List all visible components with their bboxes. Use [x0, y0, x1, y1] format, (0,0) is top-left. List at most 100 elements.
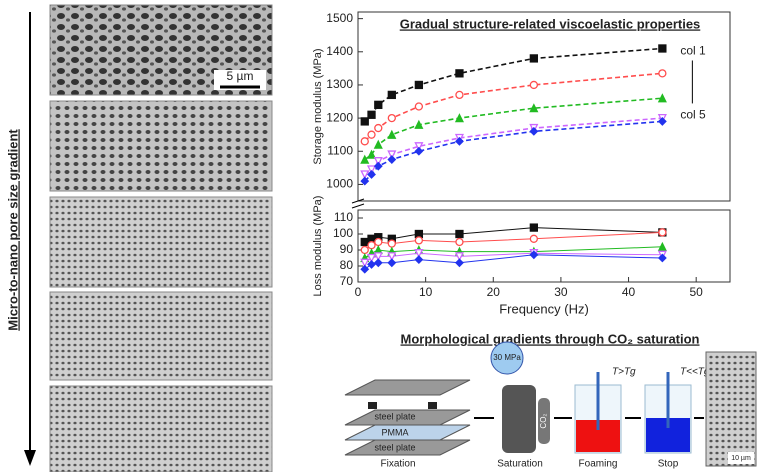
point [375, 141, 382, 148]
series-line [365, 73, 663, 141]
plot-frame [358, 12, 730, 201]
point [659, 95, 666, 102]
micrograph [50, 292, 272, 380]
step-label: Stop [658, 459, 679, 470]
point [388, 240, 395, 247]
y-tick-label: 1300 [326, 77, 353, 91]
x-tick-label: 30 [554, 285, 568, 299]
y-tick-label: 110 [334, 210, 353, 224]
y-axis-label: Loss modulus (MPa) [312, 196, 324, 297]
point [659, 243, 666, 250]
x-tick-label: 20 [487, 285, 501, 299]
micrographs: 5 µm [50, 5, 272, 472]
point [415, 103, 422, 110]
point [361, 138, 368, 145]
point [415, 121, 422, 128]
point [530, 105, 537, 112]
plate [345, 380, 470, 395]
micrograph [50, 101, 272, 191]
y-tick-label: 1100 [327, 143, 353, 157]
y-tick-label: 80 [340, 258, 354, 272]
point [456, 239, 463, 246]
point [388, 115, 395, 122]
y-tick-label: 1400 [326, 44, 353, 58]
figure: 5 µm Micro-to-nano pore size gradient 10… [0, 0, 760, 472]
point [415, 237, 422, 244]
y-tick-label: 70 [340, 274, 354, 288]
y-tick-label: 100 [333, 226, 353, 240]
arrow-head [24, 450, 36, 466]
annotation: col 1 [680, 44, 706, 58]
point [456, 91, 463, 98]
series-line [365, 247, 663, 258]
x-tick-label: 0 [355, 285, 362, 299]
point [368, 242, 375, 249]
point [361, 247, 368, 254]
x-tick-label: 50 [690, 285, 704, 299]
x-tick-label: 40 [622, 285, 636, 299]
step-label: Saturation [497, 459, 543, 470]
point [456, 70, 463, 77]
point [659, 45, 666, 52]
sample-label: PMMA [382, 427, 409, 437]
point [361, 239, 368, 246]
y-tick-label: 1200 [326, 110, 353, 124]
process-title: Morphological gradients through CO₂ satu… [401, 331, 700, 346]
point [361, 266, 368, 273]
micrograph [50, 197, 272, 287]
point [456, 115, 463, 122]
point [415, 256, 422, 263]
bolt [368, 402, 377, 409]
foam-temp: T>Tg [612, 367, 636, 378]
point [530, 81, 537, 88]
point [368, 131, 375, 138]
step-label: Foaming [579, 459, 618, 470]
series-line [365, 98, 663, 159]
gas-label: CO₂ [539, 413, 548, 428]
point [530, 224, 537, 231]
scale-label: 5 µm [227, 69, 254, 83]
point [659, 255, 666, 262]
point [368, 111, 375, 118]
plate-label: steel plate [374, 411, 415, 421]
foam-image [706, 352, 756, 466]
process: Morphological gradients through CO₂ satu… [345, 331, 756, 469]
series-line [365, 118, 663, 174]
point [456, 259, 463, 266]
plot-frame [358, 210, 730, 282]
scale-label: 10 µm [731, 455, 751, 462]
point [375, 259, 382, 266]
bolt [428, 402, 437, 409]
gradient-label: Micro-to-nano pore size gradient [5, 129, 20, 331]
point [375, 125, 382, 132]
point [375, 101, 382, 108]
vessel [502, 385, 536, 453]
point [388, 156, 395, 163]
point [415, 81, 422, 88]
point [659, 229, 666, 236]
pressure-label: 30 MPa [493, 353, 521, 362]
point [530, 235, 537, 242]
y-tick-label: 1500 [326, 11, 353, 25]
x-axis-label: Frequency (Hz) [499, 301, 589, 316]
series-line [365, 253, 663, 263]
annotation: col 5 [680, 108, 706, 122]
micrograph [50, 386, 272, 472]
series-line [365, 255, 663, 269]
plate-label: steel plate [374, 442, 415, 452]
point [388, 91, 395, 98]
point [415, 148, 422, 155]
point [456, 231, 463, 238]
point [375, 239, 382, 246]
point [659, 70, 666, 77]
series-line [365, 121, 663, 181]
point [388, 259, 395, 266]
point [530, 55, 537, 62]
series-line [365, 232, 663, 250]
point [456, 138, 463, 145]
y-axis-label: Storage modulus (MPa) [312, 48, 324, 164]
chart-title: Gradual structure-related viscoelastic p… [400, 16, 701, 31]
y-tick-label: 1000 [326, 177, 353, 191]
y-tick-label: 90 [340, 242, 354, 256]
